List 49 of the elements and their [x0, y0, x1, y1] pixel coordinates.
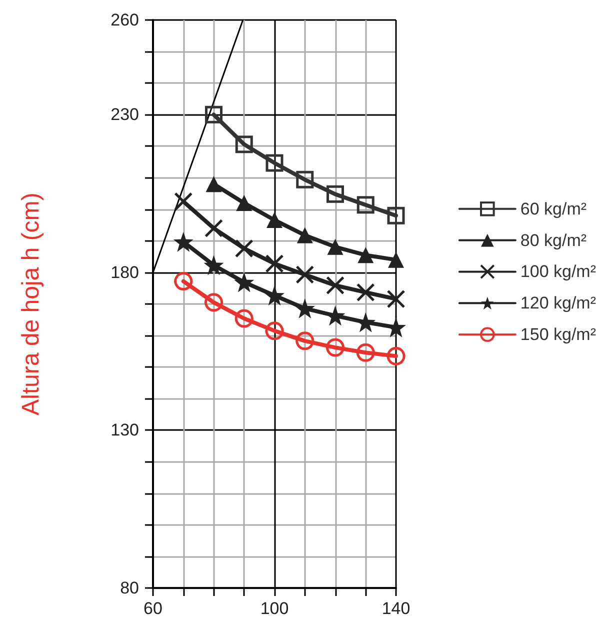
point — [234, 239, 254, 258]
point — [358, 247, 374, 264]
legend-label: 60 kg/m² — [520, 199, 587, 218]
point — [386, 346, 406, 366]
point — [296, 332, 314, 350]
legend-label: 150 kg/m² — [520, 325, 596, 344]
x-tick-label: 140 — [382, 599, 410, 618]
y-tick-label: 180 — [110, 262, 139, 282]
point — [206, 176, 222, 192]
y-axis-title: Altura de hoja h (cm) — [18, 192, 44, 416]
point — [356, 196, 374, 214]
y-tick-label: 130 — [110, 420, 139, 440]
point — [296, 170, 314, 188]
y-tick-label: 230 — [110, 105, 139, 124]
point — [326, 276, 344, 295]
point — [294, 298, 315, 318]
y-tick-label: 80 — [120, 578, 139, 598]
point — [266, 212, 282, 228]
point — [356, 343, 375, 362]
point — [204, 219, 223, 238]
point — [174, 192, 193, 211]
point — [327, 238, 344, 255]
point — [386, 290, 406, 308]
point — [265, 322, 284, 340]
point — [264, 285, 284, 306]
point — [173, 232, 194, 252]
point — [234, 272, 254, 292]
point — [388, 252, 404, 268]
point — [205, 106, 222, 124]
legend-label: 120 kg/m² — [520, 294, 596, 313]
point — [356, 283, 375, 302]
point — [265, 254, 284, 273]
point — [326, 338, 344, 357]
point — [266, 154, 284, 172]
y-tick-label: 260 — [110, 10, 139, 30]
point — [326, 185, 344, 203]
x-tick-label: 100 — [260, 599, 289, 618]
point — [235, 136, 253, 154]
legend-label: 100 kg/m² — [520, 262, 596, 282]
point — [174, 272, 193, 291]
point — [234, 309, 254, 328]
point — [296, 227, 313, 244]
legend-label: 80 kg/m² — [520, 230, 587, 250]
point — [387, 206, 405, 224]
point — [204, 293, 223, 312]
point — [204, 255, 224, 276]
x-tick-label: 60 — [144, 599, 162, 618]
point — [296, 265, 314, 284]
point — [236, 195, 252, 212]
